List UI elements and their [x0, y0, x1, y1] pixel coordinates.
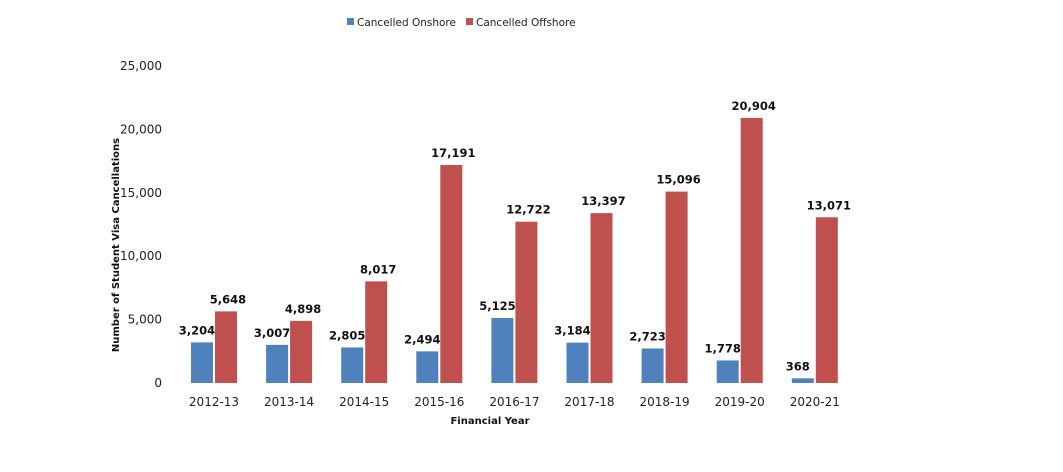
bar-offshore-2016-17 — [515, 221, 538, 383]
x-tick-label: 2017-18 — [564, 395, 614, 409]
y-tick-label: 0 — [154, 376, 162, 390]
bar-onshore-2014-15 — [341, 347, 364, 383]
data-label: 8,017 — [360, 262, 396, 276]
data-label: 3,007 — [254, 326, 290, 340]
data-label: 5,648 — [210, 292, 246, 306]
bar-offshore-2017-18 — [590, 213, 613, 383]
y-tick-label: 15,000 — [120, 186, 162, 200]
bar-offshore-2014-15 — [365, 281, 388, 383]
data-label: 20,904 — [732, 99, 776, 113]
data-label: 368 — [786, 359, 810, 373]
legend-swatch-onshore — [347, 18, 354, 25]
bar-offshore-2012-13 — [215, 311, 237, 383]
data-label: 5,125 — [479, 299, 515, 313]
x-tick-label: 2019-20 — [715, 395, 765, 409]
data-label: 3,184 — [554, 324, 590, 338]
bar-onshore-2020-21 — [791, 378, 814, 383]
data-label: 17,191 — [431, 146, 475, 160]
x-tick-label: 2016-17 — [489, 395, 539, 409]
data-label: 4,898 — [285, 302, 321, 316]
bar-offshore-2018-19 — [665, 191, 688, 383]
x-tick-label: 2020-21 — [790, 395, 840, 409]
x-tick-label: 2013-14 — [264, 395, 314, 409]
bar-offshore-2020-21 — [815, 217, 838, 383]
y-tick-label: 5,000 — [128, 313, 162, 327]
bar-onshore-2017-18 — [566, 342, 589, 383]
bar-onshore-2016-17 — [491, 318, 514, 383]
legend-swatch-offshore — [466, 18, 473, 25]
data-label: 2,805 — [329, 328, 365, 342]
data-label: 13,397 — [581, 194, 625, 208]
bar-onshore-2012-13 — [191, 342, 213, 383]
bar-offshore-2015-16 — [440, 165, 463, 383]
bar-onshore-2013-14 — [266, 344, 289, 383]
x-tick-label: 2012-13 — [189, 395, 239, 409]
x-tick-label: 2015-16 — [414, 395, 464, 409]
data-label: 13,071 — [807, 198, 851, 212]
data-label: 15,096 — [656, 173, 700, 187]
x-tick-label: 2014-15 — [339, 395, 389, 409]
data-label: 2,494 — [404, 332, 440, 346]
bar-offshore-2013-14 — [290, 320, 313, 383]
bar-onshore-2018-19 — [641, 348, 664, 383]
legend-label-onshore: Cancelled Onshore — [357, 17, 456, 29]
data-label: 3,204 — [179, 323, 215, 337]
data-label: 1,778 — [705, 341, 741, 355]
y-tick-label: 20,000 — [120, 122, 162, 136]
y-axis-label: Number of Student Visa Cancellations — [111, 138, 122, 352]
x-axis-label: Financial Year — [450, 416, 529, 427]
data-label: 2,723 — [629, 329, 665, 343]
y-tick-label: 10,000 — [120, 249, 162, 263]
legend-label-offshore: Cancelled Offshore — [476, 17, 576, 29]
x-tick-label: 2018-19 — [640, 395, 690, 409]
y-tick-label: 25,000 — [120, 59, 162, 73]
bar-onshore-2019-20 — [716, 360, 739, 383]
bar-onshore-2015-16 — [416, 351, 439, 383]
legend: Cancelled Onshore Cancelled Offshore — [347, 17, 576, 29]
data-label: 12,722 — [506, 203, 550, 217]
bar-offshore-2019-20 — [740, 117, 763, 383]
